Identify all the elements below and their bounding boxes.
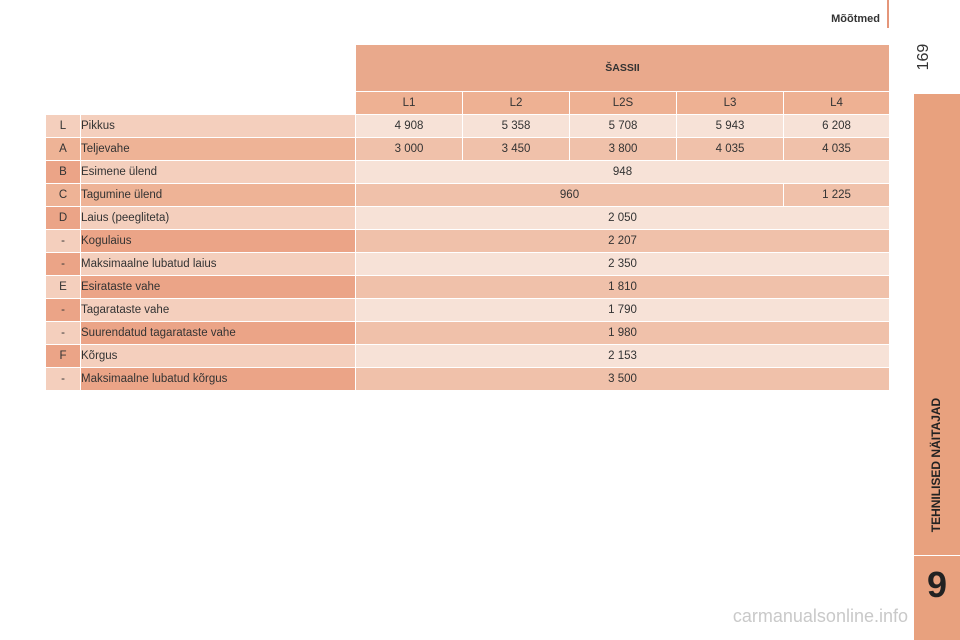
row-code: F: [45, 344, 81, 368]
header-blank: [45, 91, 81, 115]
chassis-header: ŠASSII: [355, 44, 890, 92]
chapter-label: TEHNILISED NÄITAJAD: [929, 397, 943, 533]
row-code: B: [45, 160, 81, 184]
row-value: 2 350: [355, 252, 890, 276]
row-code: -: [45, 229, 81, 253]
row-label: Tagarataste vahe: [80, 298, 356, 322]
row-label: Laius (peegliteta): [80, 206, 356, 230]
row-value: 4 035: [783, 137, 890, 161]
row-label: Pikkus: [80, 114, 356, 138]
row-value: 2 050: [355, 206, 890, 230]
chapter-number: 9: [926, 564, 948, 605]
table-row: - Maksimaalne lubatud kõrgus 3 500: [45, 367, 890, 391]
section-title: Mõõtmed: [831, 13, 880, 25]
table-row: A Teljevahe 3 000 3 450 3 800 4 035 4 03…: [45, 137, 890, 161]
row-code: L: [45, 114, 81, 138]
row-code: D: [45, 206, 81, 230]
row-label: Esimene ülend: [80, 160, 356, 184]
chapter-tab: [914, 94, 960, 640]
row-value: 3 450: [462, 137, 570, 161]
variant-header-l1: L1: [355, 91, 463, 115]
row-value: 5 358: [462, 114, 570, 138]
row-value: 1 980: [355, 321, 890, 345]
row-label: Tagumine ülend: [80, 183, 356, 207]
table-row: - Maksimaalne lubatud laius 2 350: [45, 252, 890, 276]
row-code: -: [45, 298, 81, 322]
row-value: 1 225: [783, 183, 890, 207]
row-value: 3 500: [355, 367, 890, 391]
header-blank: [80, 44, 356, 92]
header-blank: [45, 44, 81, 92]
row-code: -: [45, 321, 81, 345]
row-value: 1 810: [355, 275, 890, 299]
table-row: E Esirataste vahe 1 810: [45, 275, 890, 299]
row-value: 6 208: [783, 114, 890, 138]
row-value: 2 153: [355, 344, 890, 368]
row-code: -: [45, 367, 81, 391]
table-row: F Kõrgus 2 153: [45, 344, 890, 368]
row-label: Kogulaius: [80, 229, 356, 253]
row-value: 1 790: [355, 298, 890, 322]
row-label: Maksimaalne lubatud laius: [80, 252, 356, 276]
row-value: 4 908: [355, 114, 463, 138]
row-value: 960: [355, 183, 784, 207]
variant-header-l2s: L2S: [569, 91, 677, 115]
row-code: E: [45, 275, 81, 299]
table-row: L Pikkus 4 908 5 358 5 708 5 943 6 208: [45, 114, 890, 138]
table-row: - Tagarataste vahe 1 790: [45, 298, 890, 322]
header-divider: [887, 0, 889, 28]
table-row: - Suurendatud tagarataste vahe 1 980: [45, 321, 890, 345]
row-value: 4 035: [676, 137, 784, 161]
variant-header-l3: L3: [676, 91, 784, 115]
header-blank: [80, 91, 356, 115]
variant-header-l2: L2: [462, 91, 570, 115]
table-row: C Tagumine ülend 960 1 225: [45, 183, 890, 207]
row-code: -: [45, 252, 81, 276]
row-label: Suurendatud tagarataste vahe: [80, 321, 356, 345]
row-value: 2 207: [355, 229, 890, 253]
row-value: 948: [355, 160, 890, 184]
row-value: 5 943: [676, 114, 784, 138]
row-label: Esirataste vahe: [80, 275, 356, 299]
row-label: Kõrgus: [80, 344, 356, 368]
dimensions-table: ŠASSII L1 L2 L2S L3 L4 L Pikkus 4 908 5 …: [45, 44, 890, 391]
variant-header-row: L1 L2 L2S L3 L4: [45, 91, 890, 115]
table-header-row: ŠASSII: [45, 44, 890, 92]
chapter-divider: [914, 555, 960, 556]
row-value: 3 000: [355, 137, 463, 161]
page-number: 169: [915, 43, 932, 71]
variant-header-l4: L4: [783, 91, 890, 115]
table-row: - Kogulaius 2 207: [45, 229, 890, 253]
row-value: 3 800: [569, 137, 677, 161]
row-label: Teljevahe: [80, 137, 356, 161]
table-row: B Esimene ülend 948: [45, 160, 890, 184]
watermark: carmanualsonline.info: [732, 606, 908, 626]
table-row: D Laius (peegliteta) 2 050: [45, 206, 890, 230]
row-value: 5 708: [569, 114, 677, 138]
row-code: A: [45, 137, 81, 161]
row-code: C: [45, 183, 81, 207]
row-label: Maksimaalne lubatud kõrgus: [80, 367, 356, 391]
